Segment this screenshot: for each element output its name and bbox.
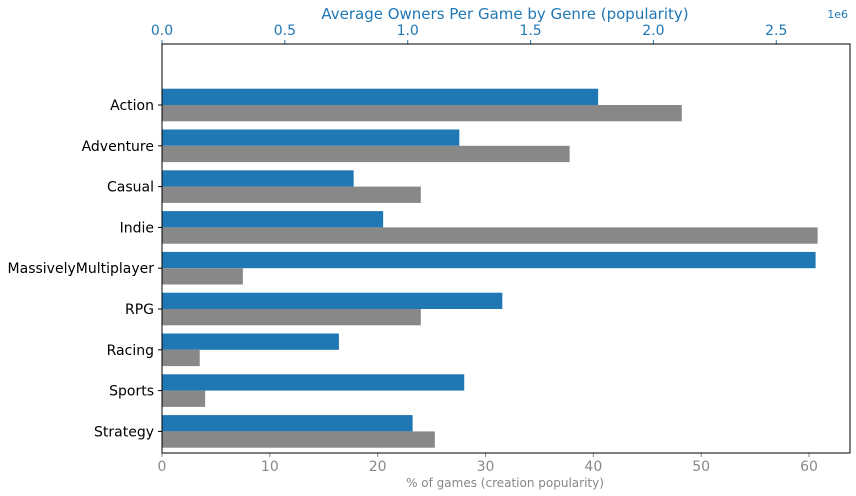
bar-owners-sports bbox=[162, 374, 465, 391]
bar-owners-racing bbox=[162, 333, 339, 350]
bar-owners-rpg bbox=[162, 292, 503, 309]
top-tick-label: 0.0 bbox=[151, 23, 173, 39]
bar-percent-sports bbox=[162, 390, 206, 407]
top-tick-label: 0.5 bbox=[274, 23, 296, 39]
category-label-strategy: Strategy bbox=[94, 424, 154, 440]
bar-owners-casual bbox=[162, 170, 354, 187]
category-label-sports: Sports bbox=[109, 384, 154, 400]
bottom-tick-label: 60 bbox=[800, 459, 818, 475]
bar-percent-action bbox=[162, 105, 682, 122]
bars-group bbox=[162, 88, 818, 448]
bar-percent-massivelymultiplayer bbox=[162, 268, 243, 285]
category-labels: Action Adventure Casual Indie MassivelyMulti… bbox=[8, 98, 162, 440]
top-tick-label: 2.5 bbox=[765, 23, 787, 39]
category-label-casual: Casual bbox=[107, 180, 154, 196]
bar-percent-indie bbox=[162, 227, 818, 244]
top-axis-offset-label: 1e6 bbox=[827, 8, 848, 21]
top-tick-label: 2.0 bbox=[642, 23, 664, 39]
bottom-axis-ticks: 0 10 20 30 40 50 60 bbox=[158, 453, 818, 475]
bottom-tick-label: 10 bbox=[261, 459, 279, 475]
bar-percent-racing bbox=[162, 349, 200, 367]
bar-owners-indie bbox=[162, 211, 384, 228]
bar-percent-strategy bbox=[162, 431, 435, 448]
bottom-tick-label: 40 bbox=[584, 459, 602, 475]
bar-owners-action bbox=[162, 88, 599, 105]
bottom-tick-label: 30 bbox=[477, 459, 495, 475]
top-tick-label: 1.0 bbox=[397, 23, 419, 39]
category-label-massivelymultiplayer: MassivelyMultiplayer bbox=[8, 261, 155, 277]
category-label-adventure: Adventure bbox=[82, 139, 154, 155]
bar-percent-casual bbox=[162, 186, 421, 203]
bar-percent-rpg bbox=[162, 309, 421, 326]
top-axis-ticks: 0.0 0.5 1.0 1.5 2.0 2.5 bbox=[151, 23, 787, 44]
x-axis-label: % of games (creation popularity) bbox=[406, 476, 604, 490]
category-label-rpg: RPG bbox=[125, 302, 154, 318]
bottom-tick-label: 50 bbox=[692, 459, 710, 475]
bar-percent-adventure bbox=[162, 145, 570, 163]
plot-frame bbox=[161, 43, 851, 454]
bottom-tick-label: 0 bbox=[158, 459, 167, 475]
bar-owners-adventure bbox=[162, 129, 460, 146]
bottom-tick-label: 20 bbox=[369, 459, 387, 475]
top-axis-title: Average Owners Per Game by Genre (popula… bbox=[321, 5, 688, 23]
category-label-action: Action bbox=[110, 98, 154, 114]
bar-owners-strategy bbox=[162, 415, 413, 432]
category-label-indie: Indie bbox=[120, 220, 154, 236]
category-label-racing: Racing bbox=[107, 343, 154, 359]
top-tick-label: 1.5 bbox=[519, 23, 541, 39]
bar-owners-massivelymultiplayer bbox=[162, 251, 816, 269]
